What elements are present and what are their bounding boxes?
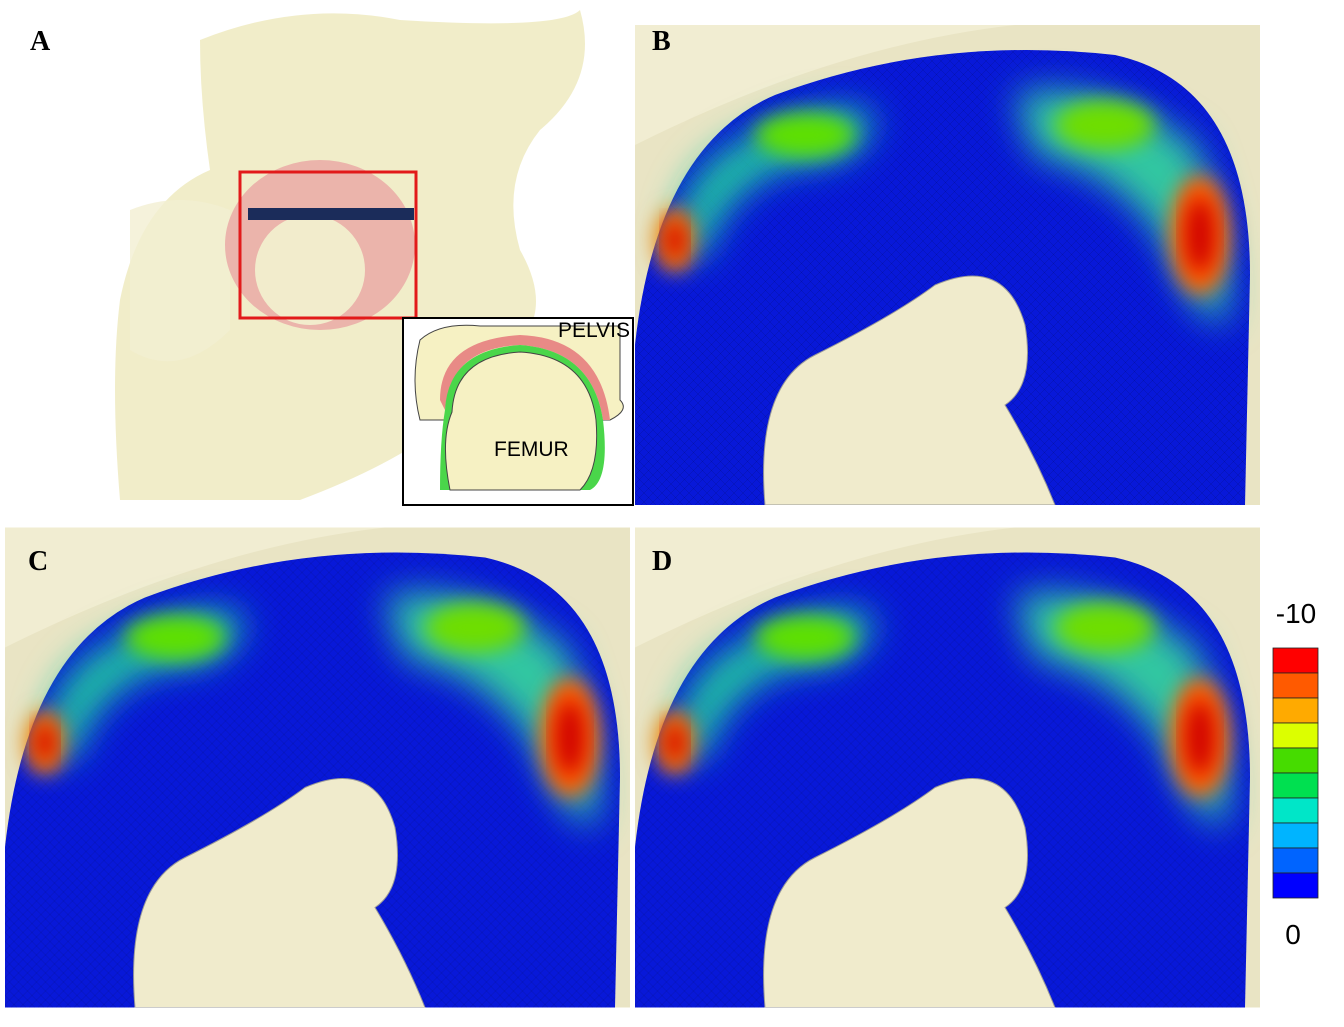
inset-label: FEMUR (494, 438, 569, 461)
figure: A PELVIS FEMUR B C D -10 0 (0, 0, 1344, 1027)
panel-c-image (0, 528, 630, 1008)
inset-label: PELVIS (558, 319, 630, 342)
colorbar-swatch (1273, 823, 1318, 848)
colorbar (1273, 648, 1318, 898)
colorbar-swatch (1273, 723, 1318, 748)
panel-label: D (652, 546, 672, 577)
panel-d-image (630, 528, 1260, 1008)
colorbar-swatch (1273, 673, 1318, 698)
panel-b-image (630, 25, 1260, 505)
inset: PELVIS FEMUR (403, 318, 633, 505)
colorbar-swatch (1273, 748, 1318, 773)
panel-label: C (28, 546, 48, 577)
panel-a: A PELVIS FEMUR (30, 10, 633, 505)
colorbar-swatch (1273, 698, 1318, 723)
colorbar-label: 0 (1285, 919, 1301, 950)
colorbar-swatch (1273, 773, 1318, 798)
colorbar-swatch (1273, 848, 1318, 873)
colorbar-swatch (1273, 873, 1318, 898)
colorbar-label: -10 (1276, 598, 1316, 629)
colorbar-swatch (1273, 798, 1318, 823)
panel-label: B (652, 26, 671, 57)
panel-label: A (30, 26, 51, 57)
colorbar-swatch (1273, 648, 1318, 673)
